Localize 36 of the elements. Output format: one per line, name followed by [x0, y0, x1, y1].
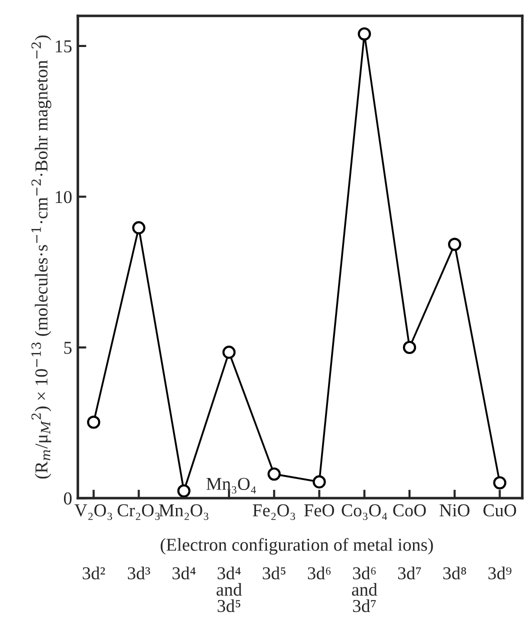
point: [358, 27, 371, 41]
x-tick-label: CuO: [483, 504, 516, 516]
point: [448, 238, 462, 251]
text: 3d⁴: [172, 566, 196, 580]
y-tick-label: 10: [56, 190, 72, 204]
x-tick-label: Cr₂O₃: [118, 504, 160, 520]
y-tick-label: 5: [64, 342, 72, 354]
x-tick-label: Co₃O₄: [342, 504, 388, 520]
x-tick-label: Fe₂O₃: [252, 504, 296, 520]
text: 3d²: [82, 566, 105, 580]
x-tick-label: CoO: [393, 504, 426, 516]
x-tick-label: NiO: [440, 504, 470, 516]
x-tick-label: FeO: [304, 504, 334, 516]
y-tick-label: 15: [56, 40, 72, 52]
text: 3d⁷: [398, 566, 421, 580]
x-axis-title: (Electron configuration of metal ions): [160, 538, 433, 555]
y-tick-label: 0: [64, 492, 72, 505]
point: [493, 476, 506, 490]
point: [87, 416, 100, 429]
text: 3d⁵: [262, 566, 286, 580]
annotation: Mn₃O₄: [206, 478, 256, 494]
point: [132, 221, 146, 234]
x-tick-label: V₂O₃: [74, 504, 112, 520]
x-tick-label: Mn₂O₃: [159, 504, 208, 520]
text: 3d⁹: [488, 566, 512, 580]
text: 3d⁴ and 3d⁵: [216, 566, 242, 612]
point: [312, 475, 326, 488]
point: [268, 467, 281, 481]
point: [222, 346, 236, 359]
point: [177, 484, 190, 498]
text: 3d³: [128, 566, 150, 580]
text: 3d⁶: [308, 566, 331, 580]
point: [402, 340, 416, 354]
text: 3d⁶ and 3d⁷: [352, 566, 378, 612]
text: (R$_{m}$/μ$_{M}$$^{2}$) × 10$^{−13}$ (molecules·s$^{−1}$·cm$^{−2}$·Bohr magneton$^{−2}$): [31, 35, 52, 479]
text: 3d⁸: [443, 566, 466, 580]
